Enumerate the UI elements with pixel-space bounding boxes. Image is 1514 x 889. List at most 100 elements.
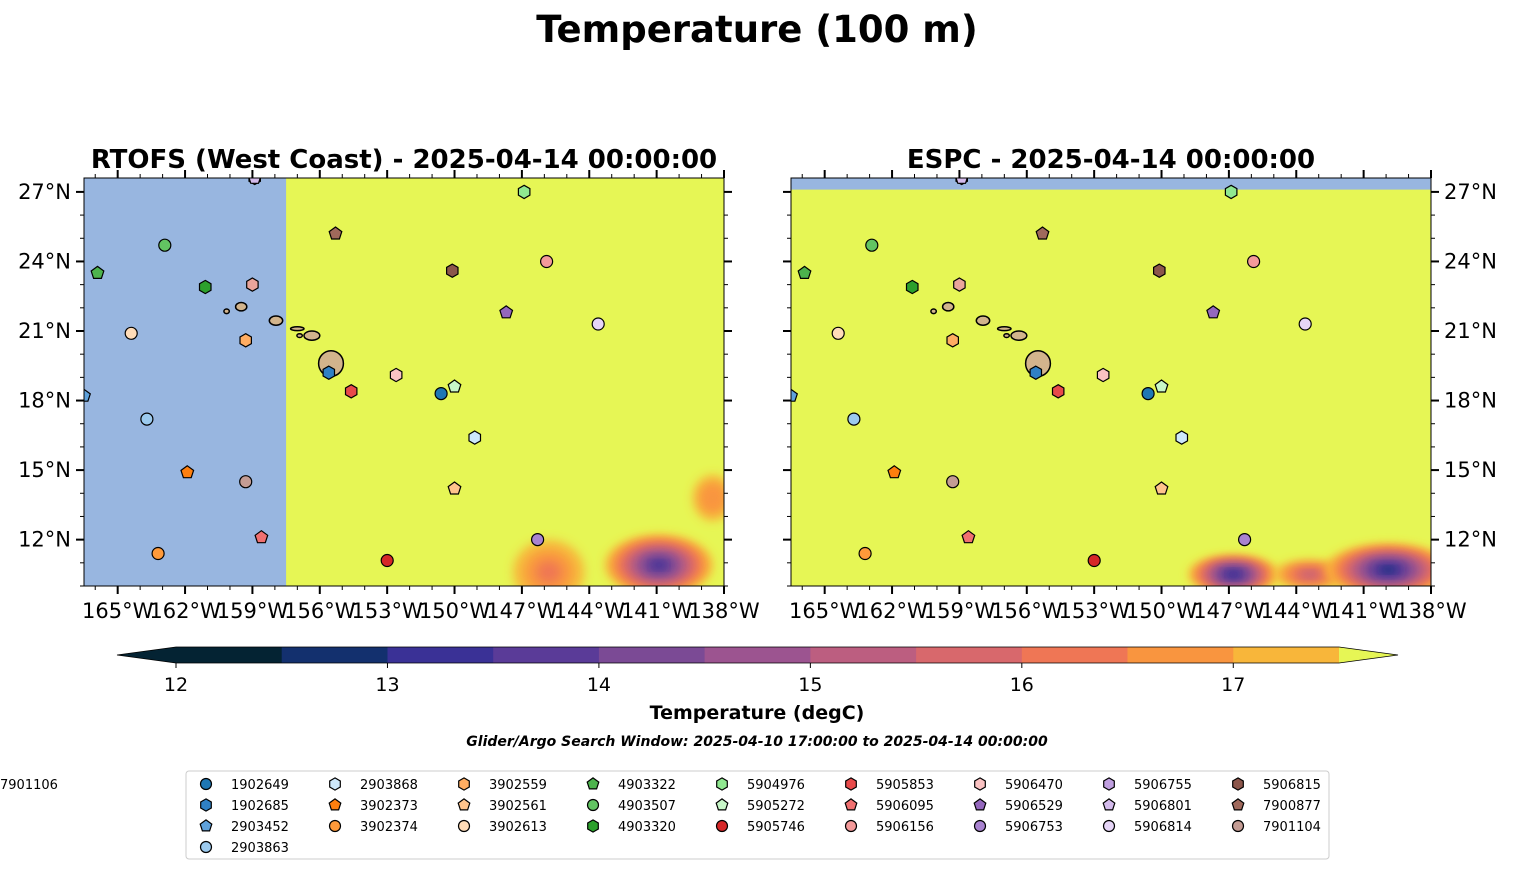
- colorbar-segment: [281, 647, 388, 663]
- float-marker-2903452: [84, 388, 92, 402]
- colorbar-tick-label: 13: [375, 674, 399, 696]
- colorbar-segment: [704, 647, 811, 663]
- legend-marker-4903507: [586, 798, 600, 812]
- float-marker-5906156: [539, 254, 554, 269]
- float-marker-5905746: [380, 553, 394, 568]
- legend-label-3902559: 3902559: [489, 778, 547, 793]
- float-marker-5906815: [446, 263, 459, 278]
- legend-label-5906755: 5906755: [1134, 778, 1192, 793]
- legend-label-5906095: 5906095: [876, 799, 934, 814]
- cool-patch-contour: [652, 561, 665, 569]
- float-marker-7901104: [946, 475, 960, 489]
- float-marker-5906156: [1246, 254, 1261, 269]
- legend-label-5905746: 5905746: [747, 820, 805, 835]
- legend-label-7901106: 7901106: [0, 778, 58, 793]
- float-marker-5906529: [499, 305, 514, 319]
- island-lanai: [296, 332, 304, 339]
- legend-marker-4903322: [586, 777, 600, 790]
- y-tick-label: 12°N: [1444, 528, 1497, 552]
- x-tick-label: 165°W: [82, 599, 154, 623]
- search-window-caption: Glider/Argo Search Window: 2025-04-10 17…: [466, 734, 1048, 750]
- y-tick-label: 15°N: [1444, 458, 1497, 482]
- float-marker-3902613: [831, 326, 845, 340]
- legend-label-5906156: 5906156: [876, 820, 934, 835]
- legend-label-2903868: 2903868: [360, 778, 418, 793]
- legend-label-7900877: 7900877: [1263, 799, 1321, 814]
- legend-marker-5906814: [1102, 819, 1116, 833]
- legend-marker-5906753: [973, 819, 987, 833]
- cool-patch-contour: [1228, 572, 1238, 577]
- x-tick-label: 162°W: [856, 599, 928, 623]
- colorbar-segment: [810, 647, 917, 663]
- float-marker-4903322: [797, 265, 812, 279]
- colorbar-extend-max: [1339, 647, 1398, 663]
- legend-label-4903507: 4903507: [618, 799, 676, 814]
- x-tick-label: 165°W: [789, 599, 861, 623]
- legend-label-3902373: 3902373: [360, 799, 418, 814]
- float-marker-7901106: [246, 277, 259, 292]
- x-tick-label: 141°W: [621, 599, 693, 623]
- legend-marker-2903863: [199, 840, 213, 854]
- island-oahu: [268, 315, 284, 326]
- float-marker-1902685: [322, 365, 336, 380]
- legend-marker-5904976: [716, 777, 728, 791]
- y-tick-label: 21°N: [18, 319, 71, 343]
- rtofs-panel-title: RTOFS (West Coast) - 2025-04-14 00:00:00: [91, 145, 717, 175]
- float-marker-4903322: [90, 265, 105, 279]
- legend-label-7901104: 7901104: [1263, 820, 1321, 835]
- island-molokai: [289, 326, 305, 332]
- legend-label-5906814: 5906814: [1134, 820, 1192, 835]
- x-tick-label: 156°W: [284, 599, 356, 623]
- figure-title: Temperature (100 m): [536, 8, 978, 51]
- colorbar-segment: [1127, 647, 1234, 663]
- rtofs-float-markers: [84, 178, 605, 568]
- y-tick-label: 24°N: [18, 249, 71, 273]
- island-kauai: [941, 301, 955, 312]
- float-marker-4903320: [198, 279, 212, 295]
- float-marker-5905853: [1051, 384, 1065, 399]
- legend-label-4903322: 4903322: [618, 778, 676, 793]
- float-marker-5906815: [1152, 263, 1166, 278]
- float-marker-5905746: [1087, 553, 1101, 568]
- island-molokai: [996, 326, 1012, 332]
- legend-label-5904976: 5904976: [747, 778, 805, 793]
- legend-marker-7900877: [1231, 798, 1245, 811]
- legend-marker-4903320: [587, 819, 599, 833]
- float-marker-5906753: [1237, 532, 1252, 547]
- colorbar-segment: [598, 647, 706, 663]
- float-marker-5906095: [961, 529, 976, 544]
- legend-marker-5906156: [844, 819, 858, 833]
- float-marker-2903863: [847, 412, 861, 426]
- cool-patch-contour: [706, 490, 720, 506]
- float-marker-4903320: [905, 279, 919, 295]
- espc-cool-patches: [1188, 544, 1431, 586]
- legend-marker-3902613: [457, 819, 471, 833]
- colorbar-label: Temperature (degC): [650, 702, 865, 724]
- legend-label-4903320: 4903320: [618, 820, 676, 835]
- float-marker-7901106: [953, 277, 966, 292]
- y-tick-label: 27°N: [1444, 180, 1497, 204]
- legend-marker-3902373: [328, 798, 342, 811]
- legend-marker-5906095: [844, 798, 858, 811]
- colorbar-segment: [387, 647, 494, 663]
- legend-marker-5906755: [1103, 777, 1115, 791]
- x-tick-label: 159°W: [217, 599, 289, 623]
- x-tick-label: 150°W: [1126, 599, 1198, 623]
- legend-label-3902613: 3902613: [489, 820, 547, 835]
- float-legend: 1902649 1902685 2903452 2903863 2903868 39023…: [0, 770, 1330, 860]
- y-tick-label: 15°N: [18, 458, 71, 482]
- legend-label-5906815: 5906815: [1263, 778, 1321, 793]
- legend-label-5906801: 5906801: [1134, 799, 1192, 814]
- float-marker-5905853: [344, 384, 358, 399]
- island-niihau: [930, 308, 938, 315]
- float-marker-3902561: [447, 481, 462, 495]
- float-marker-5906470: [389, 367, 403, 383]
- island-kauai: [234, 301, 248, 312]
- legend-marker-5906815: [1232, 777, 1244, 791]
- float-marker-5906801: [248, 178, 261, 184]
- y-tick-label: 27°N: [18, 180, 71, 204]
- x-tick-label: 153°W: [1058, 599, 1130, 623]
- rtofs-cool-patches: [512, 474, 724, 586]
- legend-marker-5905746: [715, 819, 729, 833]
- float-marker-3902374: [858, 546, 872, 561]
